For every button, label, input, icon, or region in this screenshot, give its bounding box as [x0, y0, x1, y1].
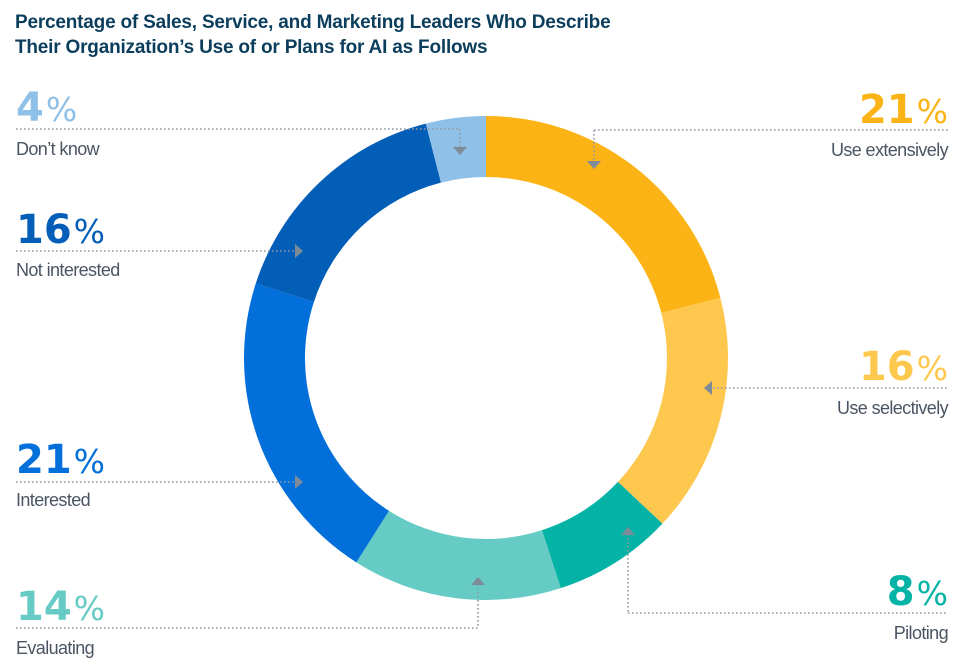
arrow-right-icon	[295, 475, 303, 489]
callouts: 21% Use extensively 16% Use selectively 8% Pi…	[16, 85, 949, 658]
percent-number: 4	[16, 85, 44, 131]
slice-label: Don’t know	[16, 139, 101, 159]
arrow-down-icon	[587, 161, 601, 169]
percent-symbol: %	[74, 442, 105, 481]
chart-title-line-1: Percentage of Sales, Service, and Market…	[15, 12, 611, 33]
callout-don-t-know: 4% Don’t know	[16, 85, 467, 159]
callout-not-interested: 16% Not interested	[16, 207, 303, 280]
slice-piloting	[541, 481, 663, 589]
percent-symbol: %	[46, 90, 77, 129]
arrow-down-icon	[453, 147, 467, 155]
percent-number: 8	[887, 569, 915, 615]
percent-number: 16	[859, 344, 915, 390]
percent-value: 14%	[16, 584, 105, 630]
slice-not-interested	[255, 123, 441, 303]
slice-use-selectively	[617, 297, 728, 524]
callout-piloting: 8% Piloting	[621, 527, 949, 643]
percent-value: 16%	[859, 344, 948, 390]
slice-evaluating	[356, 510, 561, 600]
chart-title: Percentage of Sales, Service, and Market…	[15, 10, 611, 60]
arrow-up-icon	[621, 527, 635, 535]
percent-value: 21%	[16, 437, 105, 483]
arrow-right-icon	[295, 244, 303, 258]
slice-label: Use extensively	[831, 140, 949, 160]
percent-number: 14	[16, 584, 72, 630]
percent-value: 4%	[16, 85, 77, 131]
percent-value: 21%	[859, 87, 948, 133]
slice-interested	[244, 283, 390, 563]
percent-symbol: %	[917, 349, 948, 388]
percent-symbol: %	[74, 589, 105, 628]
slice-label: Use selectively	[837, 398, 949, 418]
callout-use-extensively: 21% Use extensively	[587, 87, 949, 169]
slice-label: Evaluating	[16, 638, 94, 658]
percent-number: 21	[16, 437, 72, 483]
percent-symbol: %	[917, 574, 948, 613]
callout-use-selectively: 16% Use selectively	[704, 344, 949, 418]
percent-symbol: %	[917, 92, 948, 131]
percent-number: 16	[16, 207, 72, 253]
percent-number: 21	[859, 87, 915, 133]
slice-label: Interested	[16, 490, 90, 510]
chart-title-line-2: Their Organization’s Use of or Plans for…	[15, 37, 488, 58]
percent-value: 8%	[887, 569, 948, 615]
callout-interested: 21% Interested	[16, 437, 303, 510]
percent-value: 16%	[16, 207, 105, 253]
arrow-left-icon	[704, 381, 712, 395]
slice-label: Not interested	[16, 260, 120, 280]
callout-evaluating: 14% Evaluating	[16, 577, 485, 658]
slice-label: Piloting	[894, 623, 948, 643]
slice-use-extensively	[486, 116, 721, 313]
percent-symbol: %	[74, 212, 105, 251]
arrow-up-icon	[471, 577, 485, 585]
donut-slices	[244, 116, 728, 600]
